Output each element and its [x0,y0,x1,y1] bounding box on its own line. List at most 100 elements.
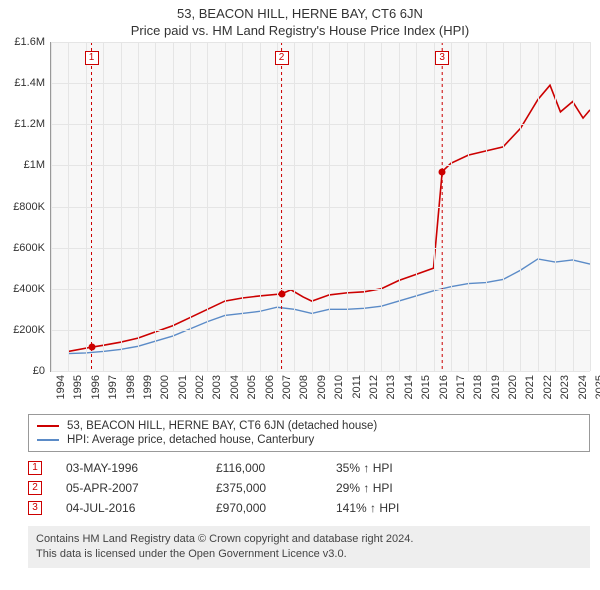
transaction-diff-suffix: HPI [379,501,399,515]
x-axis-label: 2004 [229,375,241,399]
gridline-v [242,42,243,371]
y-axis-label: £800K [13,201,51,213]
x-axis-label: 2015 [420,375,432,399]
x-axis-label: 2019 [490,375,502,399]
transaction-marker: 1 [28,461,42,475]
gridline-v [399,42,400,371]
y-axis-label: £1.6M [14,36,51,48]
transaction-diff: 29% ↑ HPI [336,481,456,495]
x-axis-label: 2021 [524,375,536,399]
transaction-price: £375,000 [216,481,336,495]
x-axis-label: 2001 [177,375,189,399]
gridline-v [294,42,295,371]
y-axis-label: £0 [33,365,51,377]
x-axis-label: 2013 [385,375,397,399]
gridline-v [538,42,539,371]
gridline-v [260,42,261,371]
gridline-v [225,42,226,371]
x-axis-label: 1998 [125,375,137,399]
x-axis-label: 1995 [72,375,84,399]
gridline-v [155,42,156,371]
gridline-v [520,42,521,371]
gridline-h [51,165,590,166]
gridline-v [555,42,556,371]
gridline-v [312,42,313,371]
x-axis-label: 2000 [159,375,171,399]
transaction-row: 2 05-APR-2007£375,00029% ↑ HPI [28,478,590,498]
transaction-price: £970,000 [216,501,336,515]
legend-label: HPI: Average price, detached house, Cant… [67,434,314,446]
transaction-row: 103-MAY-1996£116,00035% ↑ HPI [28,458,590,478]
gridline-v [207,42,208,371]
gridline-h [51,83,590,84]
gridline-v [329,42,330,371]
transaction-diff-suffix: HPI [373,481,393,495]
legend-row: 53, BEACON HILL, HERNE BAY, CT6 6JN (det… [37,419,581,433]
marker-box: 1 [85,51,99,65]
gridline-h [51,289,590,290]
transaction-diff: 35% ↑ HPI [336,461,456,475]
chart-container: 53, BEACON HILL, HERNE BAY, CT6 6JN Pric… [0,0,600,590]
up-arrow-icon: ↑ [363,461,372,475]
gridline-v [381,42,382,371]
gridline-v [451,42,452,371]
x-axis-label: 2003 [211,375,223,399]
x-axis-label: 1994 [55,375,67,399]
gridline-h [51,42,590,43]
gridline-h [51,124,590,125]
gridline-v [190,42,191,371]
x-axis-label: 2016 [438,375,450,399]
gridline-v [138,42,139,371]
legend-swatch [37,439,59,441]
gridline-v [573,42,574,371]
legend-swatch [37,425,59,427]
x-axis-label: 2010 [333,375,345,399]
transaction-diff: 141% ↑ HPI [336,501,456,515]
x-axis-label: 2007 [281,375,293,399]
x-axis-label: 2012 [368,375,380,399]
legend-row: HPI: Average price, detached house, Cant… [37,433,581,447]
marker-box: 2 [275,51,289,65]
gridline-h [51,371,590,372]
transaction-diff-value: 141% [336,501,370,515]
chart-subtitle: Price paid vs. HM Land Registry's House … [0,21,600,42]
gridline-v [364,42,365,371]
transaction-date: 05-APR-2007 [66,481,216,495]
x-axis-label: 2008 [298,375,310,399]
footer-line-2: This data is licensed under the Open Gov… [36,547,582,562]
footer-line-1: Contains HM Land Registry data © Crown c… [36,532,582,547]
x-axis-label: 1997 [107,375,119,399]
x-axis-label: 2017 [455,375,467,399]
gridline-h [51,248,590,249]
gridline-v [434,42,435,371]
x-axis-label: 2018 [472,375,484,399]
gridline-v [173,42,174,371]
gridline-v [468,42,469,371]
x-axis-label: 2009 [316,375,328,399]
gridline-v [503,42,504,371]
marker-box: 3 [435,51,449,65]
x-axis-label: 2011 [351,375,363,399]
y-axis-label: £1.4M [14,77,51,89]
transaction-diff-suffix: HPI [373,461,393,475]
x-axis-label: 2005 [246,375,258,399]
x-axis-label: 2020 [507,375,519,399]
transaction-diff-value: 29% [336,481,363,495]
legend-label: 53, BEACON HILL, HERNE BAY, CT6 6JN (det… [67,420,377,432]
gridline-v [103,42,104,371]
y-axis-label: £600K [13,242,51,254]
gridline-v [86,42,87,371]
x-axis-label: 2014 [403,375,415,399]
gridline-v [347,42,348,371]
transaction-row: 304-JUL-2016£970,000141% ↑ HPI [28,498,590,518]
x-axis-label: 2023 [559,375,571,399]
x-axis-label: 2022 [542,375,554,399]
transaction-date: 04-JUL-2016 [66,501,216,515]
marker-dot [439,168,446,175]
transaction-marker: 2 [28,481,42,495]
gridline-v [68,42,69,371]
up-arrow-icon: ↑ [363,481,372,495]
transaction-diff-value: 35% [336,461,363,475]
y-axis-label: £1.2M [14,118,51,130]
gridline-v [51,42,52,371]
